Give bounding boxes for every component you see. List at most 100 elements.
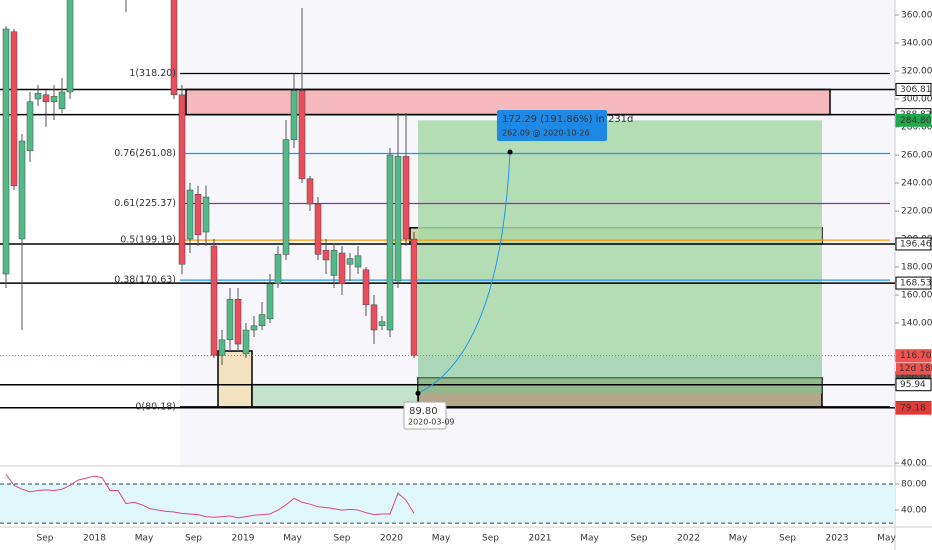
x-tick-label: May bbox=[729, 534, 748, 544]
candle-body bbox=[306, 178, 314, 205]
countdown-label: 12d 18h bbox=[899, 364, 932, 374]
fib-label: 0(80.18) bbox=[135, 401, 176, 412]
candle-body bbox=[170, 0, 178, 96]
x-tick-label: Sep bbox=[334, 534, 351, 544]
rsi-line bbox=[5, 473, 415, 519]
x-tick-label: May bbox=[432, 534, 451, 544]
y-tick-label: 40.00 bbox=[901, 459, 927, 469]
candle-body bbox=[2, 28, 10, 275]
candle-body bbox=[258, 314, 266, 327]
x-tick-label: May bbox=[580, 534, 599, 544]
candle-body bbox=[378, 321, 386, 327]
candle-body bbox=[314, 203, 322, 255]
candle-body bbox=[346, 258, 354, 265]
candle-body bbox=[34, 93, 42, 100]
candle-body bbox=[338, 252, 346, 285]
x-tick-label: May bbox=[135, 534, 154, 544]
projection-curve bbox=[417, 152, 511, 394]
x-tick-label: Sep bbox=[185, 534, 202, 544]
candle-body bbox=[362, 269, 370, 306]
main-pane bbox=[0, 0, 895, 409]
price-tag-label: 168.53 bbox=[900, 279, 932, 289]
x-tick-label: Sep bbox=[37, 534, 54, 544]
candle-body bbox=[226, 298, 234, 341]
price-tag bbox=[895, 113, 932, 127]
x-tick-label: May bbox=[283, 534, 302, 544]
x-tick-label: 2018 bbox=[83, 534, 106, 544]
price-tag bbox=[895, 82, 932, 96]
price-tag-label: 116.70 bbox=[900, 351, 932, 361]
price-tag bbox=[895, 276, 932, 290]
candle-body bbox=[274, 254, 282, 285]
y-tick-label: 180.00 bbox=[901, 263, 932, 273]
y-tick-label: 260.00 bbox=[901, 151, 932, 161]
projection-box bbox=[497, 110, 607, 141]
candle-body bbox=[58, 91, 66, 110]
fib-label: 0.5(199.19) bbox=[120, 235, 176, 246]
candle-body bbox=[266, 283, 274, 320]
fib-label: 1(318.20) bbox=[129, 68, 176, 79]
overlay: 1(318.20) 0.76(261.08) 0.61(225.37) 0.5(199… bbox=[114, 68, 633, 430]
y-tick-label: 280.00 bbox=[901, 122, 932, 132]
y-tick-label: 220.00 bbox=[901, 207, 932, 217]
candle-body bbox=[186, 189, 194, 240]
entry-date: 2020-03-09 bbox=[408, 418, 455, 427]
candle-body bbox=[18, 140, 26, 240]
x-tick-label: 2019 bbox=[232, 534, 255, 544]
candle-body bbox=[218, 339, 226, 356]
y-tick-label: 300.00 bbox=[901, 94, 932, 104]
y-tick-label: 340.00 bbox=[901, 38, 932, 48]
candle-body bbox=[354, 255, 362, 268]
x-tick-label: Sep bbox=[631, 534, 648, 544]
price-tag-label: 95.94 bbox=[900, 380, 926, 390]
entry-label: 89.80 bbox=[409, 406, 438, 417]
candle-body bbox=[250, 325, 258, 331]
rsi-band bbox=[0, 484, 895, 524]
x-tick-label: Sep bbox=[779, 534, 796, 544]
price-tag-label: 79.18 bbox=[900, 404, 926, 414]
rsi-tick-label: 80.00 bbox=[901, 480, 927, 490]
candle-body bbox=[410, 238, 418, 356]
price-tag bbox=[895, 237, 932, 251]
candle-body bbox=[394, 156, 402, 282]
candle-body bbox=[178, 94, 186, 265]
candle-body bbox=[202, 196, 210, 233]
x-tick-label: 2023 bbox=[826, 534, 849, 544]
candle-body bbox=[10, 31, 18, 187]
x-tick-label: 2021 bbox=[529, 534, 552, 544]
candle-body bbox=[66, 0, 74, 93]
candle-body bbox=[386, 154, 394, 331]
fib-label: 0.61(225.37) bbox=[114, 198, 176, 209]
entry-box bbox=[403, 401, 447, 430]
zone bbox=[251, 383, 419, 409]
countdown-tag bbox=[896, 362, 931, 375]
price-tag bbox=[895, 378, 932, 392]
candle-body bbox=[322, 249, 330, 261]
candle-body bbox=[242, 329, 250, 355]
fib-label: 0.76(261.08) bbox=[114, 148, 176, 159]
candle-body bbox=[194, 193, 202, 236]
rsi-tick-label: 40.00 bbox=[901, 506, 927, 516]
candle-body bbox=[402, 156, 410, 240]
price-tag bbox=[895, 401, 932, 415]
y-tick-label: 240.00 bbox=[901, 179, 932, 189]
x-tick-label: 2020 bbox=[380, 534, 403, 544]
y-tick-label: 140.00 bbox=[901, 319, 932, 329]
entry-area bbox=[418, 355, 822, 394]
y-tick-label: 160.00 bbox=[901, 291, 932, 301]
price-tag-label: 196.46 bbox=[900, 239, 932, 249]
candle-body bbox=[42, 94, 50, 103]
x-tick-label: 2022 bbox=[677, 534, 700, 544]
y-tick-label: 320.00 bbox=[901, 66, 932, 76]
price-tag-label: 284.80 bbox=[900, 116, 932, 126]
target-area bbox=[418, 120, 822, 356]
projection-detail: 262.09 @ 2020-10-26 bbox=[502, 129, 590, 138]
candle-body bbox=[26, 101, 34, 152]
x-tick-label: May bbox=[877, 534, 896, 544]
candle-body bbox=[210, 245, 218, 356]
x-tick-label: Sep bbox=[482, 534, 499, 544]
candle-body bbox=[50, 95, 58, 103]
candle-body bbox=[234, 298, 242, 345]
zone bbox=[217, 350, 253, 409]
